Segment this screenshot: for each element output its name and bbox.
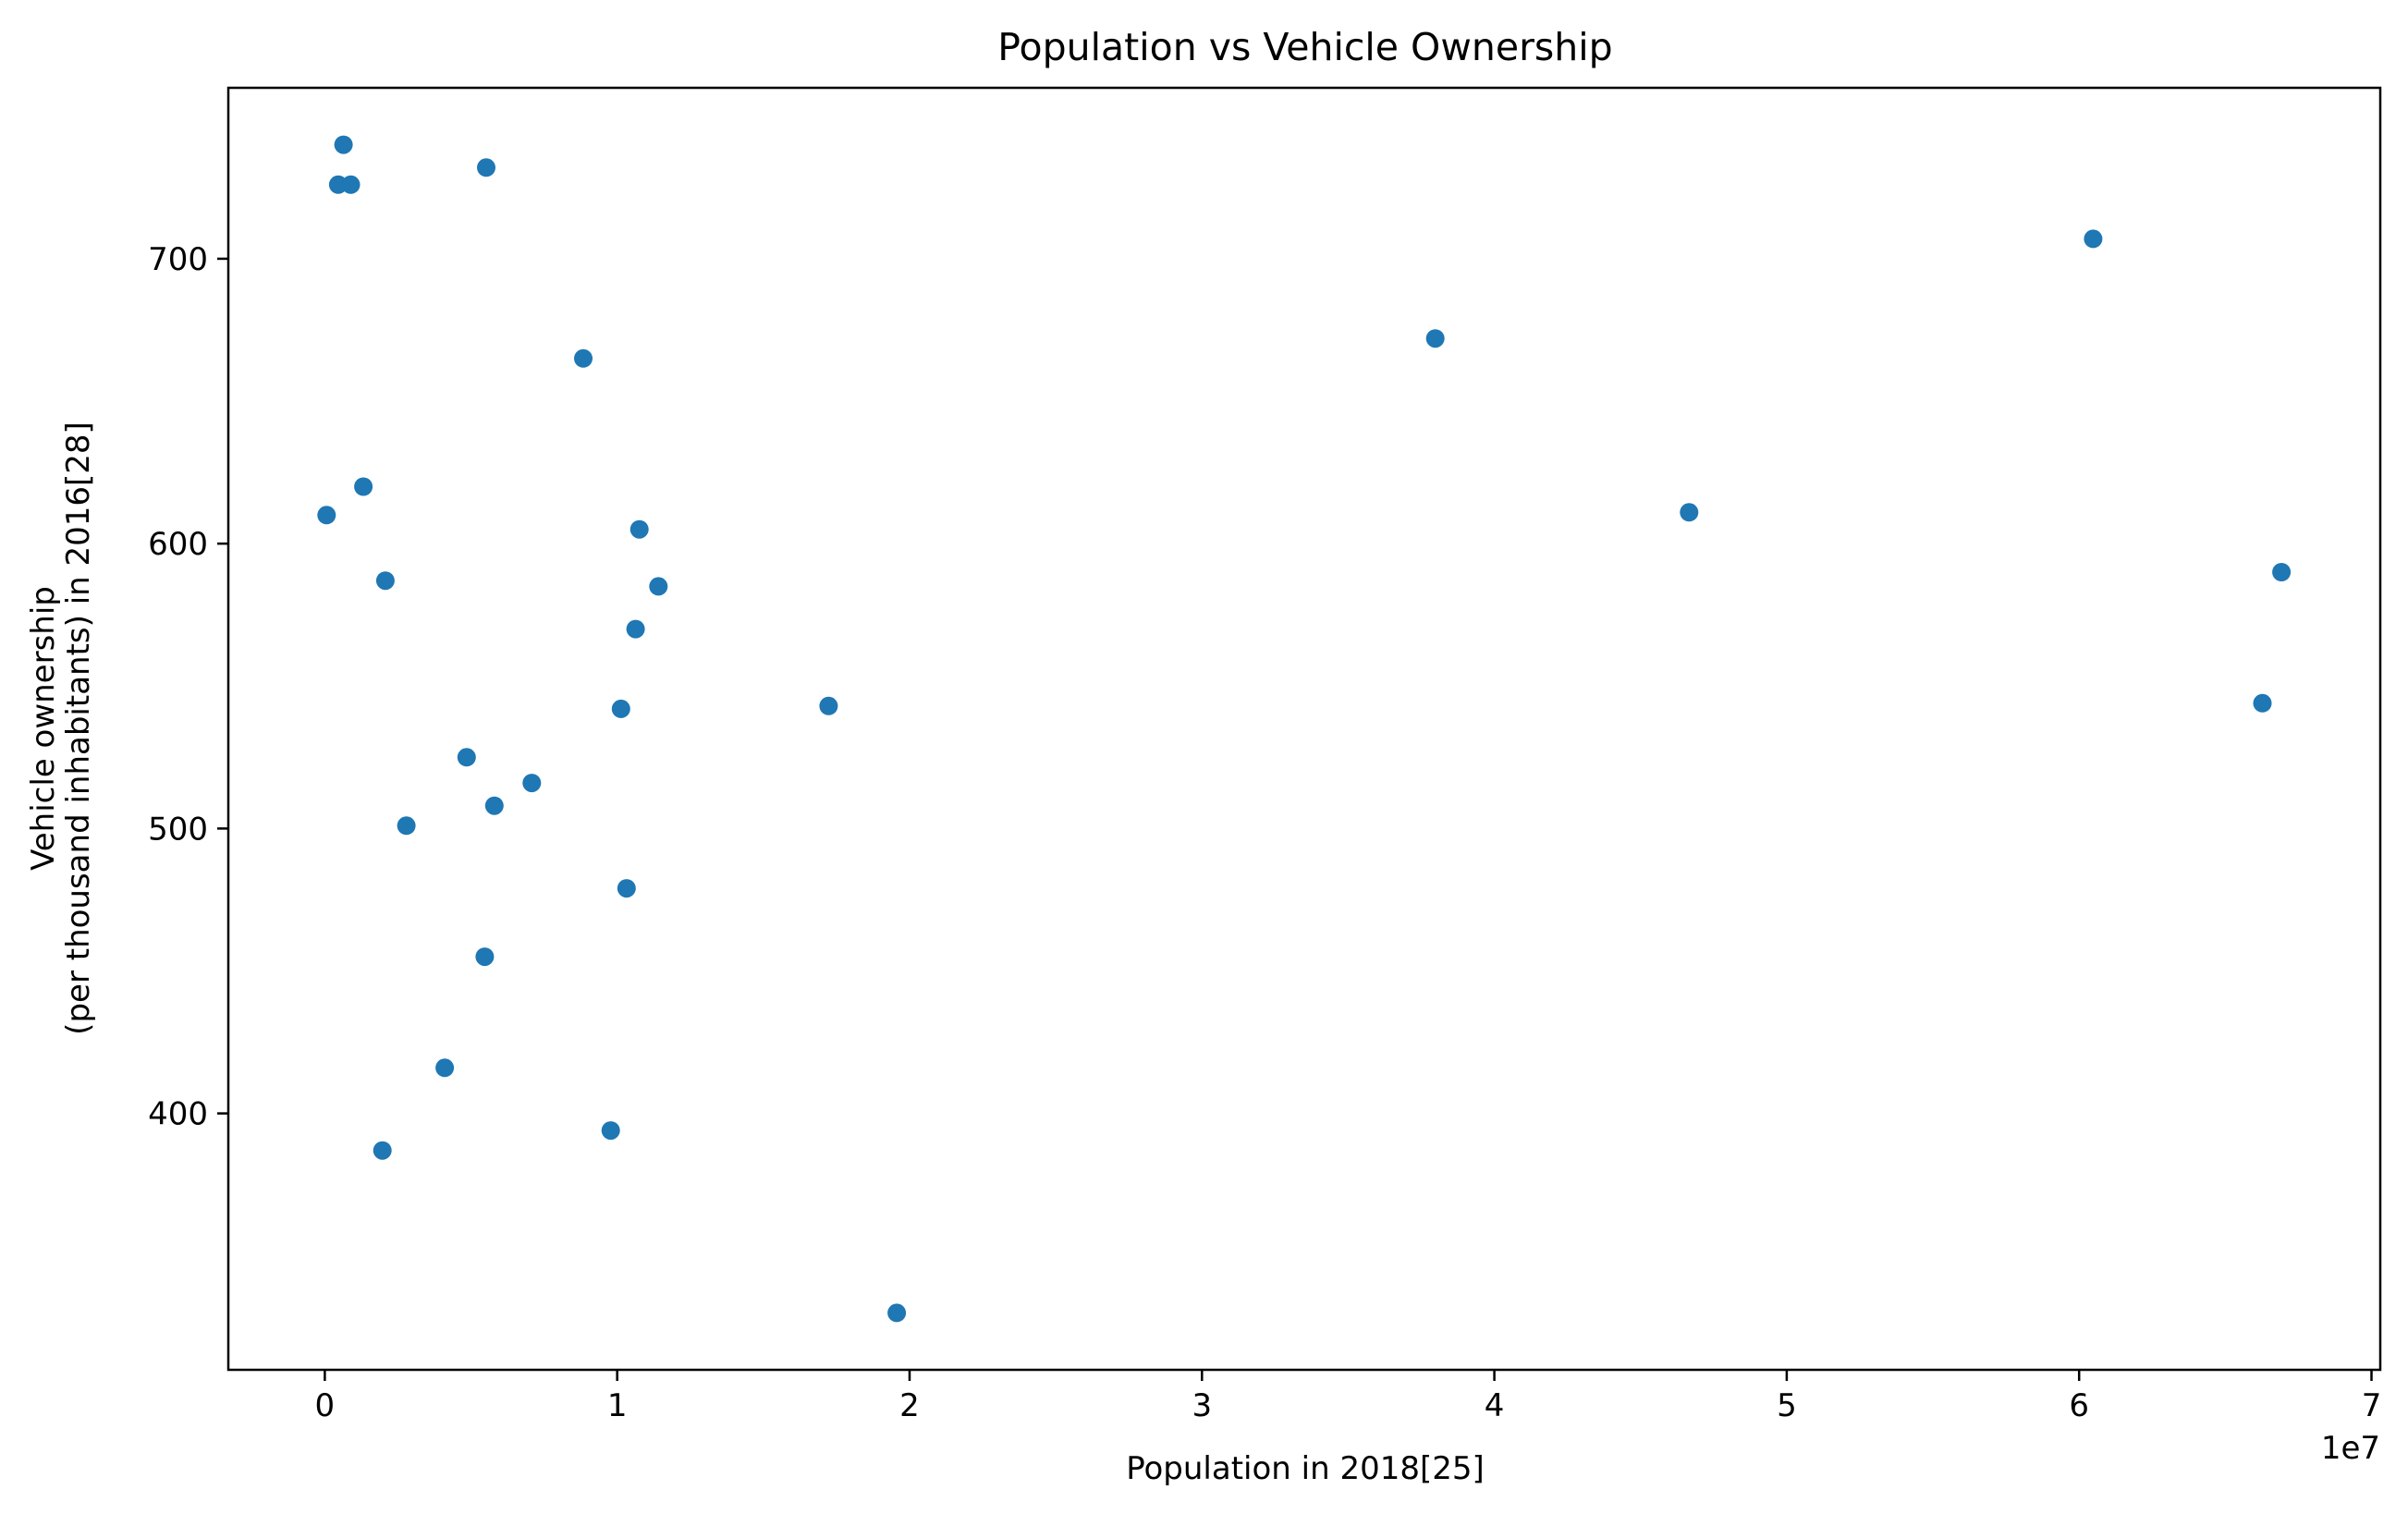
data-point-5 — [354, 477, 373, 496]
data-point-14 — [522, 774, 542, 793]
x-tick-label: 2 — [899, 1387, 920, 1424]
data-point-8 — [397, 816, 416, 836]
x-tick-label: 5 — [1777, 1387, 1797, 1424]
y-tick-label: 700 — [148, 241, 208, 278]
data-point-28 — [2272, 563, 2292, 581]
data-point-18 — [617, 879, 636, 898]
data-point-3 — [334, 135, 353, 154]
data-point-13 — [484, 796, 504, 815]
data-point-9 — [435, 1058, 455, 1078]
data-point-10 — [457, 748, 476, 767]
data-points — [317, 135, 2292, 1323]
x-tick-label: 1 — [607, 1387, 628, 1424]
data-point-19 — [626, 619, 645, 639]
data-point-1 — [317, 506, 336, 525]
y-axis-label-line-2: (per thousand inhabitants) in 2016[28] — [60, 421, 97, 1035]
x-tick-label: 7 — [2362, 1387, 2382, 1424]
x-axis-ticks: 0 1 2 3 4 5 6 7 — [315, 1370, 2382, 1424]
data-point-24 — [1425, 329, 1445, 348]
x-tick-label: 6 — [2069, 1387, 2089, 1424]
data-point-21 — [649, 577, 668, 596]
x-axis-offset-label: 1e7 — [2321, 1430, 2380, 1467]
data-point-26 — [2084, 229, 2103, 249]
data-point-7 — [373, 1141, 392, 1160]
y-tick-label: 400 — [148, 1096, 208, 1133]
x-axis-label: Population in 2018[25] — [1126, 1450, 1485, 1487]
data-point-17 — [611, 699, 630, 718]
data-point-15 — [574, 348, 593, 368]
data-point-20 — [630, 519, 649, 539]
data-point-16 — [601, 1121, 620, 1141]
data-point-27 — [2253, 693, 2272, 713]
data-point-6 — [375, 571, 395, 591]
chart-title: Population vs Vehicle Ownership — [997, 25, 1612, 69]
data-point-23 — [887, 1303, 907, 1323]
x-tick-label: 4 — [1485, 1387, 1505, 1424]
y-axis-ticks: 400 500 600 700 — [148, 241, 228, 1133]
x-tick-label: 0 — [315, 1387, 336, 1424]
data-point-25 — [1680, 503, 1699, 522]
y-axis-label-line-1: Vehicle ownership — [25, 586, 62, 871]
x-tick-label: 3 — [1192, 1387, 1212, 1424]
y-tick-label: 500 — [148, 811, 208, 848]
plot-area-frame — [226, 86, 2382, 1372]
y-tick-label: 600 — [148, 526, 208, 563]
data-point-11 — [475, 947, 495, 967]
data-point-12 — [477, 158, 495, 177]
data-point-4 — [341, 175, 361, 194]
data-point-22 — [819, 696, 838, 715]
